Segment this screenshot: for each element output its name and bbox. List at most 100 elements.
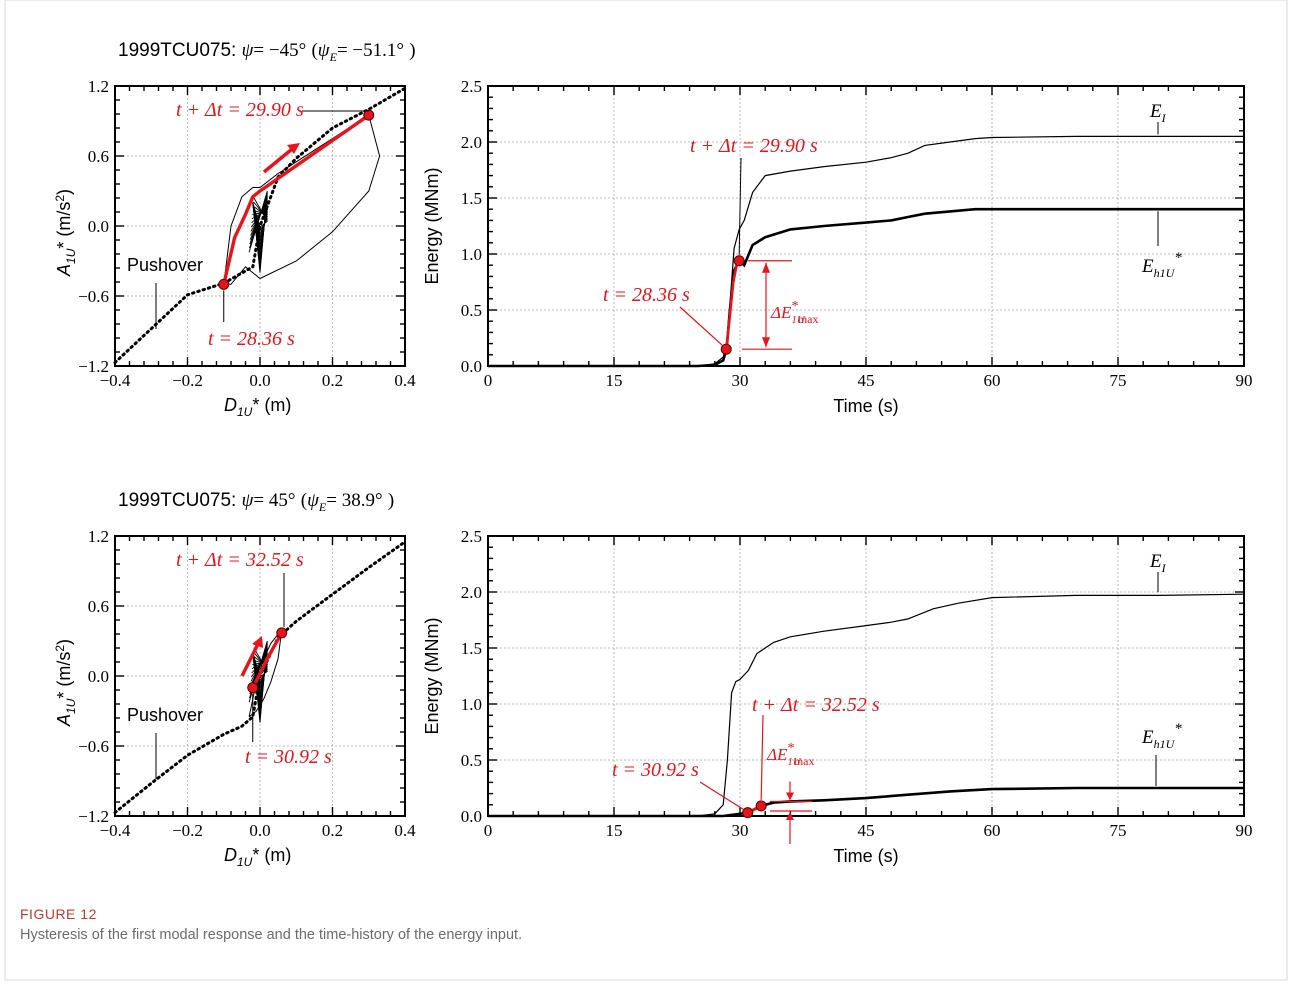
hyst-1-label-start: t = 30.92 s bbox=[245, 746, 332, 768]
energy-1-tick-label-y: 1.5 bbox=[461, 639, 482, 658]
energy-0-delta-arrow-down bbox=[762, 337, 770, 348]
hyst-0-tick-label-y: 1.2 bbox=[88, 77, 109, 96]
energy-1-tick-label-y: 2.5 bbox=[461, 527, 482, 546]
energy-1-ei-symbol: E bbox=[1149, 551, 1162, 572]
hyst-0-hysteresis-cycle bbox=[252, 197, 268, 228]
energy-1-label-start: t = 30.92 s bbox=[612, 759, 699, 781]
hyst-1-highlight-line bbox=[251, 631, 284, 689]
energy-1-eh-sub: h1U bbox=[1154, 737, 1176, 751]
energy-0-eh-label: Eh1U* bbox=[1141, 250, 1182, 280]
energy-0-ei-symbol: E bbox=[1149, 101, 1162, 122]
energy-0-eh-symbol: E bbox=[1141, 256, 1154, 277]
energy-0-tick-label-y: 1.0 bbox=[461, 245, 482, 264]
hyst-0-direction-arrowhead bbox=[287, 143, 300, 154]
hyst-1-tick-label-x: −0.2 bbox=[172, 821, 203, 840]
hyst-1-ylabel: A1U* (m/s2) bbox=[53, 639, 78, 727]
hyst-1-ylabel-symbol: A bbox=[54, 714, 74, 727]
energy-1-tick-label-x: 45 bbox=[858, 821, 875, 840]
energy-0-eh-sub: h1U bbox=[1154, 266, 1176, 280]
hyst-1-xlabel: D1U* (m) bbox=[224, 845, 291, 869]
energy-1-tick-label-x: 60 bbox=[984, 821, 1001, 840]
hyst-0-ylabel-symbol: A bbox=[54, 264, 74, 277]
energy-1-tick-label-y: 2.0 bbox=[461, 583, 482, 602]
energy-0-tick-label-x: 60 bbox=[984, 371, 1001, 390]
energy-0-delta-symbol: ΔE bbox=[770, 303, 792, 322]
hyst-0-ylabel-exp: 2 bbox=[53, 195, 67, 202]
hyst-0-tick-label-y: −1.2 bbox=[78, 357, 109, 376]
hyst-1-ylabel-close: ) bbox=[54, 639, 74, 645]
figure-label: FIGURE 12 bbox=[20, 906, 97, 922]
hyst-1-ylabel-exp: 2 bbox=[53, 645, 67, 652]
energy-1-delta-sup: * bbox=[787, 741, 794, 756]
hyst-1-tick-label-x: 0.0 bbox=[249, 821, 270, 840]
energy-1-leader-start bbox=[699, 781, 745, 811]
hyst-0-label-end: t + Δt = 29.90 s bbox=[176, 99, 304, 121]
hyst-0-tick-label-y: 0.6 bbox=[88, 147, 109, 166]
hyst-0-xlabel-symbol: D bbox=[224, 395, 237, 415]
energy-1-eh-label: Eh1U* bbox=[1141, 721, 1182, 751]
energy-1-ei-sub: I bbox=[1161, 561, 1167, 575]
energy-0-tick-label-y: 0.5 bbox=[461, 301, 482, 320]
hyst-0-xlabel-unit: * (m) bbox=[252, 395, 291, 415]
energy-1-tick-label-y: 1.0 bbox=[461, 695, 482, 714]
hyst-0-tick-label-x: −0.4 bbox=[100, 371, 131, 390]
hyst-0-ylabel: A1U* (m/s2) bbox=[53, 189, 78, 277]
energy-0-ylabel: Energy (MNm) bbox=[422, 167, 442, 284]
energy-1-delta-label: ΔE1U*max bbox=[766, 741, 815, 768]
hyst-1-point-end bbox=[276, 627, 288, 639]
energy-0-tick-label-y: 1.5 bbox=[461, 189, 482, 208]
hyst-0-tick-label-x: 0.0 bbox=[249, 371, 270, 390]
energy-0-label-end: t + Δt = 29.90 s bbox=[690, 135, 818, 157]
energy-1-label-end: t + Δt = 32.52 s bbox=[752, 694, 880, 716]
hyst-1-tick-label-y: 1.2 bbox=[88, 527, 109, 546]
energy-0-delta-sup: * bbox=[791, 299, 798, 314]
energy-0-delta-sub: 1U bbox=[791, 314, 806, 326]
energy-0-tick-label-x: 45 bbox=[858, 371, 875, 390]
energy-1-delta-sub: 1U bbox=[787, 756, 802, 768]
energy-0-delta-arrow-up bbox=[762, 262, 770, 273]
hyst-1-hysteresis-cycle bbox=[252, 651, 268, 682]
energy-1-tick-label-x: 30 bbox=[732, 821, 749, 840]
energy-0-leader-start bbox=[679, 306, 723, 346]
hyst-0-tick-label-x: 0.4 bbox=[394, 371, 416, 390]
panel-title-top: 1999TCU075: ψ= −45° (ψE= −51.1° ) bbox=[118, 40, 416, 64]
hyst-0-tick-label-x: −0.2 bbox=[172, 371, 203, 390]
hyst-0-tick-label-x: 0.2 bbox=[322, 371, 343, 390]
energy-1-point-end bbox=[755, 800, 767, 812]
hyst-0-hysteresis-cycle bbox=[252, 201, 268, 232]
figure-caption: Hysteresis of the first modal response a… bbox=[20, 927, 523, 943]
hyst-1-xlabel-unit: * (m) bbox=[252, 845, 291, 865]
energy-0-point-start bbox=[720, 343, 732, 355]
hyst-1-tick-label-y: −1.2 bbox=[78, 807, 109, 826]
energy-0-ei-sub: I bbox=[1161, 111, 1167, 125]
hyst-0-highlight-line bbox=[222, 113, 370, 285]
energy-1-delta-symbol: ΔE bbox=[766, 745, 788, 764]
hyst-1-tick-label-x: 0.2 bbox=[322, 821, 343, 840]
hyst-0-xlabel-sub: 1U bbox=[237, 405, 253, 419]
energy-0-xlabel: Time (s) bbox=[833, 396, 898, 416]
hyst-0-pushover-label: Pushover bbox=[127, 255, 203, 275]
hyst-0-point-end bbox=[363, 109, 375, 121]
hyst-1-direction-arrowhead bbox=[252, 636, 263, 648]
hyst-0-ylabel-unit: * (m/s bbox=[54, 202, 74, 249]
energy-1-delta-max: max bbox=[794, 754, 815, 768]
hyst-1-direction-arrow bbox=[240, 641, 261, 677]
hyst-0-ylabel-close: ) bbox=[54, 189, 74, 195]
energy-0-tick-label-x: 75 bbox=[1110, 371, 1127, 390]
hyst-1-tick-label-x: 0.4 bbox=[394, 821, 416, 840]
hyst-1-ylabel-sub: 1U bbox=[64, 698, 78, 714]
energy-1-tick-label-x: 75 bbox=[1110, 821, 1127, 840]
energy-0-tick-label-x: 30 bbox=[732, 371, 749, 390]
energy-1-tick-label-x: 90 bbox=[1236, 821, 1253, 840]
hyst-1-pushover-line bbox=[113, 540, 407, 814]
hyst-0-tick-label-y: 0.0 bbox=[88, 217, 109, 236]
hyst-1-tick-label-y: 0.6 bbox=[88, 597, 109, 616]
energy-1-eh-symbol: E bbox=[1141, 727, 1154, 748]
hyst-0-xlabel: D1U* (m) bbox=[224, 395, 291, 419]
hyst-1-label-end: t + Δt = 32.52 s bbox=[176, 549, 304, 571]
energy-0-leader-end bbox=[738, 157, 742, 255]
energy-1-ei-label: EI bbox=[1149, 551, 1167, 575]
energy-0-tick-label-x: 90 bbox=[1236, 371, 1253, 390]
energy-1-xlabel: Time (s) bbox=[833, 846, 898, 866]
